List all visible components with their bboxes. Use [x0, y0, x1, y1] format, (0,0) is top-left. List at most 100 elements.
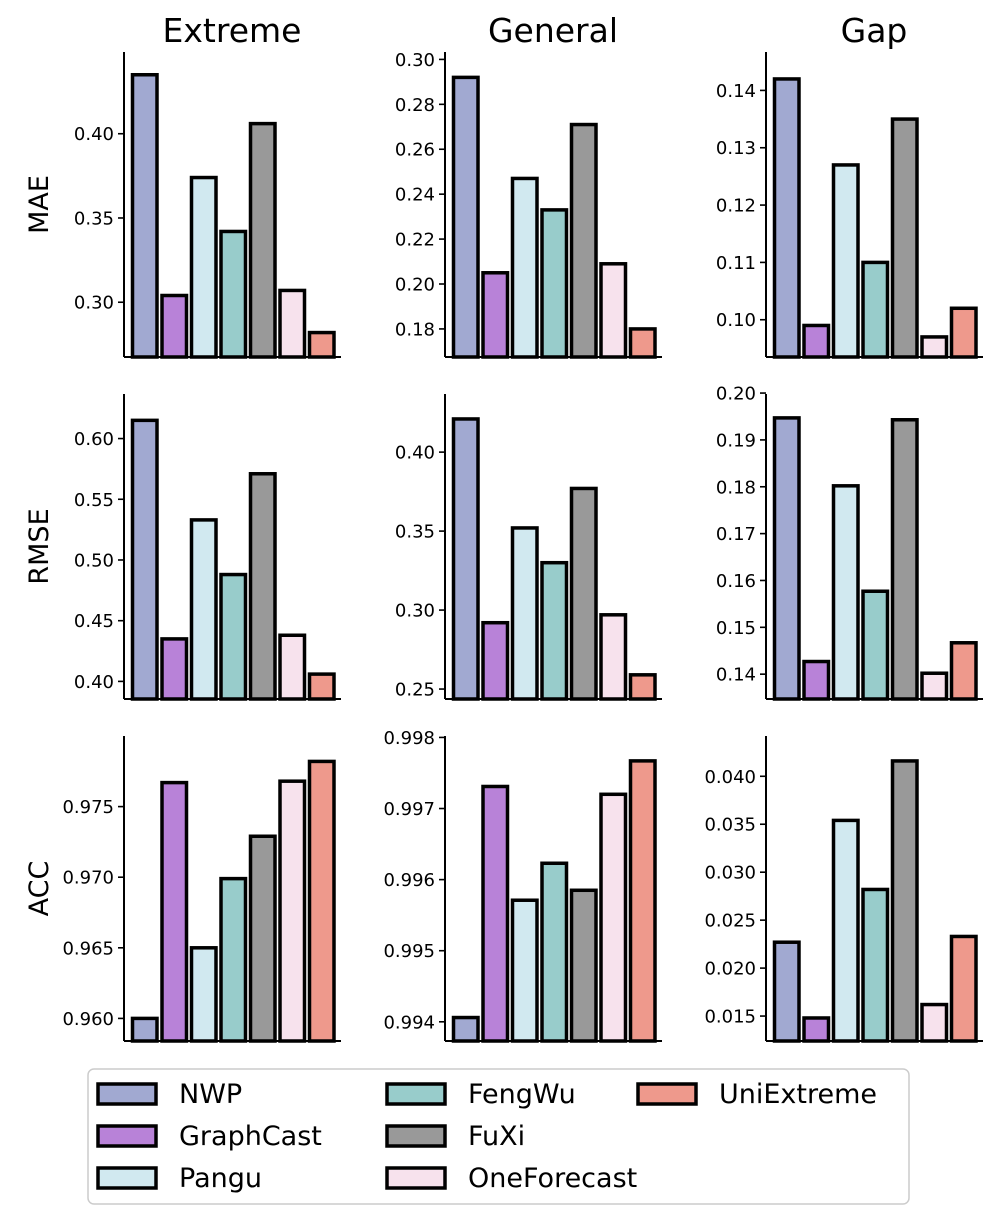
legend-label: OneForecast: [468, 1163, 637, 1194]
column-title-gap: Gap: [841, 11, 908, 50]
y-tick-label: 0.35: [395, 522, 435, 543]
bar-fengwu: [540, 208, 569, 359]
legend-entry-fuxi: FuXi: [385, 1121, 525, 1152]
legend: NWP GraphCast Pangu FengWu FuXi OneForecast Un…: [87, 1068, 910, 1205]
legend-label: GraphCast: [179, 1121, 322, 1152]
bar-fuxi: [569, 888, 598, 1043]
row-title-mae: MAE: [24, 175, 55, 234]
bar-graphcast: [160, 637, 189, 701]
panel-mae-general: 0.18 0.20 0.22 0.24 0.26 0.28 0.30: [395, 50, 662, 359]
bar-oneforecast: [278, 633, 307, 701]
legend-entry-oneforecast: OneForecast: [385, 1163, 637, 1194]
y-tick-label: 0.15: [716, 618, 756, 639]
bar-pangu: [189, 946, 218, 1043]
y-tick-label: 0.20: [395, 275, 435, 296]
bar-pangu: [510, 898, 539, 1043]
y-tick-label: 0.40: [395, 443, 435, 464]
panel-acc-extreme: 0.960 0.965 0.970 0.975: [62, 736, 341, 1043]
legend-entry-fengwu: FengWu: [385, 1079, 576, 1110]
panels: 0.30 0.35 0.40 0.18 0.20 0.22 0.24 0.26 0.28 0.30…: [62, 50, 983, 1043]
panel-mae-extreme: 0.30 0.35 0.40: [74, 52, 341, 359]
y-tick-label: 0.035: [704, 815, 756, 836]
bar-nwp: [772, 940, 801, 1043]
bar-graphcast: [481, 620, 510, 701]
legend-entry-uniextreme: UniExtreme: [636, 1079, 877, 1110]
bar-fuxi: [890, 117, 919, 359]
legend-swatch: [385, 1166, 447, 1190]
y-tick-label: 0.28: [395, 95, 435, 116]
legend-swatch: [96, 1124, 158, 1148]
y-tick-label: 0.998: [383, 728, 435, 749]
bar-graphcast: [160, 780, 189, 1043]
bar-oneforecast: [599, 613, 628, 701]
legend-swatch: [385, 1082, 447, 1106]
bar-nwp: [130, 72, 159, 359]
y-tick-label: 0.025: [704, 911, 756, 932]
bar-uniextreme: [949, 306, 978, 359]
y-tick-label: 0.10: [716, 310, 756, 331]
bar-uniextreme: [307, 759, 336, 1043]
y-tick-label: 0.30: [74, 293, 114, 314]
column-title-general: General: [488, 11, 618, 50]
bar-oneforecast: [599, 792, 628, 1043]
legend-label: Pangu: [179, 1163, 262, 1194]
y-tick-label: 0.18: [395, 319, 435, 340]
bar-uniextreme: [949, 641, 978, 701]
y-tick-label: 0.18: [716, 477, 756, 498]
bar-fuxi: [890, 418, 919, 701]
bar-fuxi: [248, 834, 277, 1043]
y-tick-label: 0.20: [716, 384, 756, 405]
bar-fuxi: [248, 472, 277, 701]
y-tick-label: 0.24: [395, 185, 435, 206]
bar-nwp: [130, 418, 159, 701]
y-tick-label: 0.25: [395, 680, 435, 701]
panel-acc-gap: 0.015 0.020 0.025 0.030 0.035 0.040: [704, 736, 983, 1043]
bar-graphcast: [802, 659, 831, 701]
panel-rmse-gap: 0.14 0.15 0.16 0.17 0.18 0.19 0.20: [716, 384, 983, 701]
bar-fengwu: [219, 229, 248, 359]
bar-oneforecast: [278, 779, 307, 1043]
bar-fengwu: [219, 876, 248, 1043]
y-tick-label: 0.40: [74, 672, 114, 693]
y-tick-label: 0.040: [704, 767, 756, 788]
bar-graphcast: [481, 271, 510, 359]
bar-nwp: [451, 75, 480, 359]
y-tick-label: 0.975: [62, 797, 114, 818]
y-tick-label: 0.965: [62, 938, 114, 959]
y-tick-label: 0.994: [383, 1012, 435, 1033]
bar-fengwu: [861, 887, 890, 1043]
row-title-acc: ACC: [24, 861, 55, 917]
bar-pangu: [510, 526, 539, 701]
bar-graphcast: [802, 323, 831, 359]
bar-oneforecast: [920, 671, 949, 701]
bar-pangu: [510, 176, 539, 359]
bar-pangu: [189, 175, 218, 359]
bar-oneforecast: [920, 1002, 949, 1043]
y-tick-label: 0.13: [716, 138, 756, 159]
bar-uniextreme: [307, 672, 336, 701]
bar-pangu: [189, 518, 218, 701]
y-tick-label: 0.40: [74, 124, 114, 145]
legend-swatch: [96, 1082, 158, 1106]
legend-swatch: [636, 1082, 698, 1106]
bar-graphcast: [481, 784, 510, 1043]
bar-fengwu: [540, 560, 569, 701]
row-titles: MAE RMSE ACC: [24, 175, 55, 916]
column-title-extreme: Extreme: [163, 11, 302, 50]
y-tick-label: 0.19: [716, 430, 756, 451]
y-tick-label: 0.970: [62, 868, 114, 889]
column-titles: Extreme General Gap: [163, 11, 908, 50]
panel-acc-general: 0.994 0.995 0.996 0.997 0.998: [383, 728, 662, 1043]
bar-uniextreme: [628, 327, 657, 359]
bar-pangu: [831, 484, 860, 701]
bar-graphcast: [160, 293, 189, 359]
y-tick-label: 0.14: [716, 665, 756, 686]
panel-mae-gap: 0.10 0.11 0.12 0.13 0.14: [716, 52, 983, 359]
legend-entry-pangu: Pangu: [96, 1163, 262, 1194]
bar-oneforecast: [599, 262, 628, 359]
y-tick-label: 0.50: [74, 550, 114, 571]
y-tick-label: 0.26: [395, 140, 435, 161]
bar-fuxi: [248, 121, 277, 359]
bar-oneforecast: [278, 288, 307, 359]
